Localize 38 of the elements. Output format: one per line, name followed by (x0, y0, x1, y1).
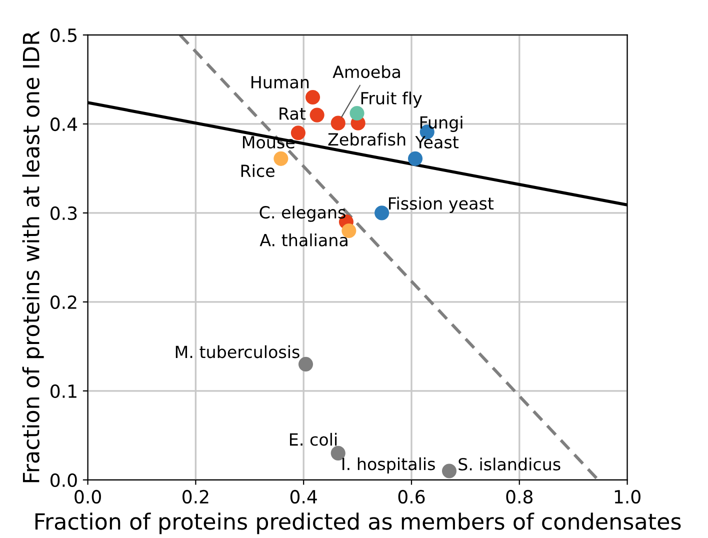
point (408, 151, 423, 166)
point (305, 90, 320, 105)
point (274, 151, 288, 166)
x-tick-label: 0.6 (398, 490, 425, 504)
x-tick-label: 0.4 (290, 490, 317, 504)
annotation: S. islandicus (458, 458, 560, 471)
point (298, 356, 314, 372)
annotation: Amoeba (332, 65, 400, 78)
annotation: Rice (241, 164, 274, 178)
annotation: Rat (280, 108, 306, 120)
x-tick-label: 1.0 (614, 490, 640, 504)
annotation: C. elegans (260, 206, 346, 222)
point (310, 108, 324, 122)
x-tick-label: 0.8 (506, 490, 533, 504)
y-tick-label: 0.4 (50, 117, 78, 132)
annotation: Fungi (420, 116, 462, 132)
point (374, 206, 390, 220)
point (350, 106, 364, 121)
y-tick-label: 0.2 (50, 295, 76, 310)
y-tick-label: 0.5 (50, 28, 76, 42)
annotation: Fruit fly (361, 92, 422, 108)
point (442, 464, 457, 478)
annotation: A. thaliana (260, 234, 348, 246)
y-tick-label: 0.1 (50, 384, 76, 398)
annotation: Zebrafish (328, 132, 406, 146)
annotation: E. coli (290, 432, 337, 446)
point (330, 116, 346, 130)
annotation: Yeast (415, 136, 459, 148)
annotation: Human (252, 76, 309, 88)
x-tick-label: 0.0 (74, 490, 101, 504)
annotation: M. tuberculosis (176, 345, 300, 358)
y-axis-title: Fraction of proteins with at least one IDR (22, 31, 44, 482)
y-tick-label: 0.0 (50, 473, 77, 488)
y-tick-label: 0.3 (50, 206, 77, 220)
x-axis-title: Fraction of proteins predicted as members of condensates (35, 512, 681, 534)
annotation: I. hospitalis (342, 457, 435, 474)
x-tick-label: 0.2 (182, 490, 208, 504)
annotation: Fission yeast (389, 196, 494, 213)
